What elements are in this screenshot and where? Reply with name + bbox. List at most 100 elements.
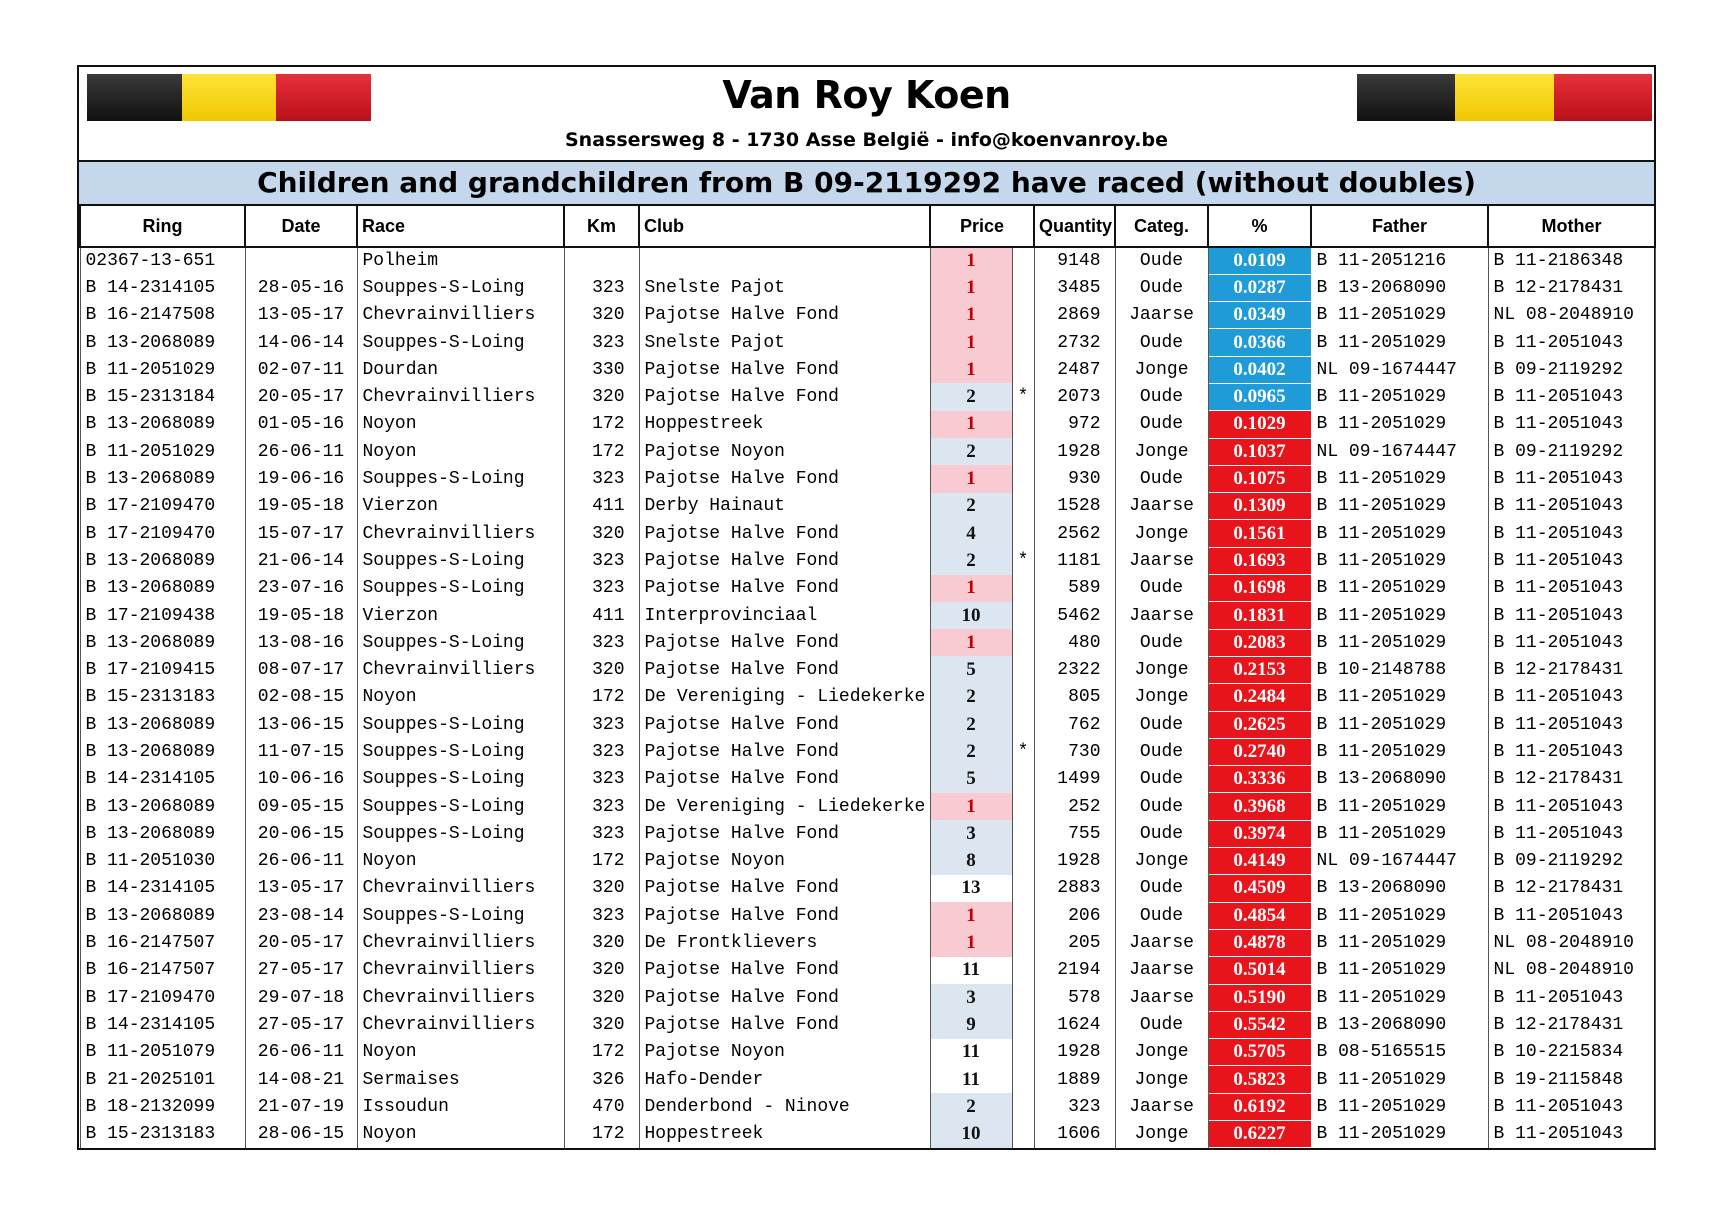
cell: 0.0349 xyxy=(1207,301,1312,330)
table-row: B 13-2068089 13-06-15 Souppes-S-Loing 323 Pa… xyxy=(79,710,1656,739)
cell: 1928 xyxy=(1033,1038,1116,1066)
cell: Chevrainvilliers xyxy=(356,656,565,684)
header: Van Roy Koen Snassersweg 8 - 1730 Asse B… xyxy=(79,67,1654,160)
cell: Jonge xyxy=(1114,1038,1209,1066)
cell: 2 xyxy=(929,1093,1013,1121)
cell xyxy=(1011,574,1035,602)
cell: Sermaises xyxy=(356,1065,565,1094)
cell: 26-06-11 xyxy=(244,438,358,466)
cell: 323 xyxy=(563,711,640,739)
cell xyxy=(1011,956,1035,985)
cell: B 11-2051043 xyxy=(1487,519,1656,548)
cell: 3 xyxy=(929,984,1013,1012)
cell: 2487 xyxy=(1033,356,1116,384)
cell: B 11-2051043 xyxy=(1487,902,1656,930)
cell: Noyon xyxy=(356,1120,565,1148)
cell: 0.3974 xyxy=(1207,819,1312,849)
cell: Jaarse xyxy=(1114,547,1209,575)
table-row: B 13-2068089 23-08-14 Souppes-S-Loing 323 Pa… xyxy=(79,901,1656,930)
cell: Jaarse xyxy=(1114,301,1209,329)
cell: Souppes-S-Loing xyxy=(356,547,565,575)
cell: B 11-2051216 xyxy=(1310,247,1489,275)
cell: 1 xyxy=(929,328,1013,357)
cell: B 17-2109470 xyxy=(79,984,246,1012)
cell: 10 xyxy=(929,1120,1013,1148)
cell: B 13-2068089 xyxy=(79,410,246,439)
cell: Jaarse xyxy=(1114,601,1209,630)
cell xyxy=(1011,328,1035,357)
cell: 28-05-16 xyxy=(244,274,358,302)
cell: 320 xyxy=(563,984,640,1012)
cell: 5462 xyxy=(1033,601,1116,630)
cell: 2 xyxy=(929,492,1013,520)
table-row: B 14-2314105 27-05-17 Chevrainvilliers 320 P… xyxy=(79,1010,1656,1040)
cell: 172 xyxy=(563,410,640,439)
cell: Chevrainvilliers xyxy=(356,956,565,985)
cell: 5 xyxy=(929,765,1013,793)
cell: Pajotse Halve Fond xyxy=(638,465,931,493)
cell: NL 09-1674447 xyxy=(1310,356,1489,384)
table-row: B 13-2068089 01-05-16 Noyon 172 Hoppestreek 1… xyxy=(79,410,1656,439)
cell: 1528 xyxy=(1033,492,1116,520)
title: Van Roy Koen xyxy=(722,73,1011,117)
cell: B 11-2051029 xyxy=(1310,492,1489,520)
cell: 762 xyxy=(1033,711,1116,739)
cell: Souppes-S-Loing xyxy=(356,738,565,766)
cell: 1889 xyxy=(1033,1065,1116,1094)
cell xyxy=(1011,847,1035,875)
table-row: B 13-2068089 21-06-14 Souppes-S-Loing 323 Pa… xyxy=(79,546,1656,576)
cell: 0.3968 xyxy=(1207,792,1312,821)
cell: Chevrainvilliers xyxy=(356,301,565,329)
cell: Oude xyxy=(1114,902,1209,930)
cell: 20-06-15 xyxy=(244,820,358,848)
cell: Oude xyxy=(1114,274,1209,302)
cell xyxy=(1011,410,1035,439)
cell: 1181 xyxy=(1033,547,1116,575)
cell: 320 xyxy=(563,956,640,985)
cell: Pajotse Halve Fond xyxy=(638,984,931,1012)
cell: Oude xyxy=(1114,574,1209,602)
cell: 08-07-17 xyxy=(244,656,358,684)
cell: 29-07-18 xyxy=(244,984,358,1012)
cell: 1 xyxy=(929,274,1013,302)
cell: 0.1698 xyxy=(1207,574,1312,603)
cell: B 11-2051043 xyxy=(1487,383,1656,411)
cell xyxy=(244,247,358,275)
cell: Pajotse Halve Fond xyxy=(638,820,931,848)
cell: Pajotse Halve Fond xyxy=(638,301,931,329)
column-header: Quantity xyxy=(1033,206,1117,248)
cell xyxy=(1011,765,1035,793)
cell: 09-05-15 xyxy=(244,792,358,821)
cell: 20-05-17 xyxy=(244,929,358,957)
cell: De Frontklievers xyxy=(638,929,931,957)
cell: B 11-2051043 xyxy=(1487,574,1656,602)
cell: Pajotse Halve Fond xyxy=(638,356,931,384)
cell: 23-07-16 xyxy=(244,574,358,602)
cell: B 13-2068089 xyxy=(79,547,246,575)
cell xyxy=(1011,301,1035,329)
cell: 323 xyxy=(563,465,640,493)
cell: 0.3336 xyxy=(1207,765,1312,794)
cell: Pajotse Halve Fond xyxy=(638,956,931,985)
table-row: B 13-2068089 09-05-15 Souppes-S-Loing 323 De… xyxy=(79,792,1656,821)
cell: B 11-2051029 xyxy=(1310,629,1489,657)
cell: 4 xyxy=(929,519,1013,548)
cell: Pajotse Halve Fond xyxy=(638,547,931,575)
cell: Oude xyxy=(1114,247,1209,275)
cell: 755 xyxy=(1033,820,1116,848)
table-row: B 11-2051029 26-06-11 Noyon 172 Pajotse Noyo… xyxy=(79,437,1656,466)
table-body: 02367-13-651 Polheim 1 9148 Oude 0.0109 B 11-2… xyxy=(79,246,1656,1149)
cell: 11 xyxy=(929,1065,1013,1094)
column-header: Ring xyxy=(79,206,246,248)
cell: 27-05-17 xyxy=(244,1011,358,1039)
cell: 0.2484 xyxy=(1207,683,1312,712)
cell: Hoppestreek xyxy=(638,410,931,439)
cell: B 13-2068089 xyxy=(79,711,246,739)
cell: * xyxy=(1011,383,1035,411)
cell: 320 xyxy=(563,383,640,411)
column-header: Mother xyxy=(1487,206,1657,248)
cell: B 11-2051043 xyxy=(1487,683,1656,712)
cell xyxy=(1011,629,1035,657)
cell: 323 xyxy=(563,902,640,930)
cell: 252 xyxy=(1033,792,1116,821)
